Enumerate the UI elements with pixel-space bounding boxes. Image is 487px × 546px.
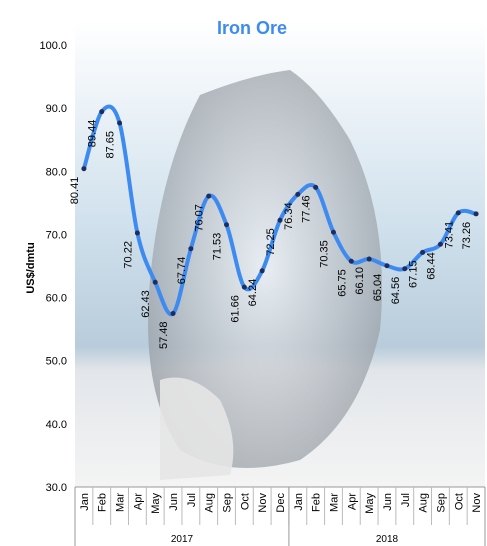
x-tick-label: Sep xyxy=(222,493,234,513)
y-tick-label: 50.0 xyxy=(46,356,67,368)
data-label: 61.66 xyxy=(229,295,241,323)
data-label: 62.43 xyxy=(140,290,152,318)
y-tick-label: 60.0 xyxy=(46,293,67,305)
x-tick-label: Aug xyxy=(418,493,430,513)
x-tick-label: Mar xyxy=(328,493,340,512)
x-tick-label: Aug xyxy=(204,493,216,513)
marker xyxy=(366,256,372,262)
marker xyxy=(117,120,123,126)
x-tick-label: Feb xyxy=(311,493,323,512)
marker xyxy=(313,184,319,190)
y-axis-title: US$/dmtu xyxy=(25,242,37,293)
x-tick-label: Nov xyxy=(257,493,269,513)
data-label: 76.07 xyxy=(194,204,206,232)
marker xyxy=(437,241,443,247)
marker xyxy=(402,266,408,272)
data-label: 65.75 xyxy=(336,269,348,297)
data-label: 68.44 xyxy=(425,252,437,280)
x-tick-label: Sep xyxy=(435,493,447,513)
data-label: 66.10 xyxy=(354,267,366,295)
marker xyxy=(81,166,87,172)
x-tick-label: Jun xyxy=(382,493,394,511)
marker xyxy=(170,310,176,316)
x-tick-label: Oct xyxy=(453,493,465,510)
x-tick-label: May xyxy=(150,493,162,514)
marker xyxy=(206,193,212,199)
marker xyxy=(224,222,230,228)
x-tick-label: May xyxy=(364,493,376,514)
marker xyxy=(348,258,354,264)
data-label: 73.26 xyxy=(461,222,473,250)
data-label: 65.04 xyxy=(372,274,384,302)
y-tick-label: 40.0 xyxy=(46,419,67,431)
marker xyxy=(134,230,140,236)
data-label: 80.41 xyxy=(69,177,81,205)
x-group-label: 2018 xyxy=(376,534,399,545)
x-tick-label: Jan xyxy=(293,493,305,511)
y-tick-label: 30.0 xyxy=(46,482,67,494)
data-label: 72.25 xyxy=(265,228,277,256)
y-tick-label: 80.0 xyxy=(46,166,67,178)
data-label: 77.46 xyxy=(301,195,313,223)
x-tick-label: Feb xyxy=(97,493,109,512)
marker xyxy=(330,229,336,235)
data-label: 89.44 xyxy=(87,120,99,148)
x-tick-label: Jun xyxy=(168,493,180,511)
marker xyxy=(420,249,426,255)
x-tick-label: Dec xyxy=(275,493,287,513)
marker xyxy=(259,268,265,274)
marker xyxy=(384,263,390,269)
data-label: 64.56 xyxy=(390,277,402,305)
x-tick-label: Jul xyxy=(186,493,198,507)
marker xyxy=(277,217,283,223)
x-tick-label: Jan xyxy=(79,493,91,511)
ore-image xyxy=(160,377,234,480)
x-tick-label: Apr xyxy=(132,493,144,510)
marker xyxy=(295,191,301,197)
y-tick-label: 70.0 xyxy=(46,229,67,241)
marker xyxy=(455,210,461,216)
x-group-label: 2017 xyxy=(171,534,194,545)
data-label: 67.74 xyxy=(176,257,188,285)
x-tick-label: Oct xyxy=(239,493,251,510)
data-label: 71.53 xyxy=(212,233,224,261)
marker xyxy=(99,109,105,115)
marker xyxy=(152,279,158,285)
marker xyxy=(473,211,479,217)
x-tick-label: Nov xyxy=(471,493,483,513)
data-label: 57.48 xyxy=(158,321,170,349)
data-label: 67.15 xyxy=(408,260,420,288)
chart-title: Iron Ore xyxy=(217,18,287,38)
data-label: 87.65 xyxy=(105,131,117,159)
data-label: 64.24 xyxy=(247,279,259,307)
line xyxy=(81,104,477,317)
y-tick-label: 90.0 xyxy=(46,103,67,115)
data-label: 70.22 xyxy=(122,241,134,269)
marker xyxy=(188,246,194,252)
data-label: 73.41 xyxy=(443,221,455,249)
x-tick-label: Mar xyxy=(115,493,127,512)
data-label: 70.35 xyxy=(318,240,330,268)
y-tick-label: 100.0 xyxy=(39,40,67,52)
marker xyxy=(241,284,247,290)
data-label: 76.34 xyxy=(283,202,295,230)
x-tick-label: Apr xyxy=(346,493,358,510)
x-tick-label: Jul xyxy=(400,493,412,507)
